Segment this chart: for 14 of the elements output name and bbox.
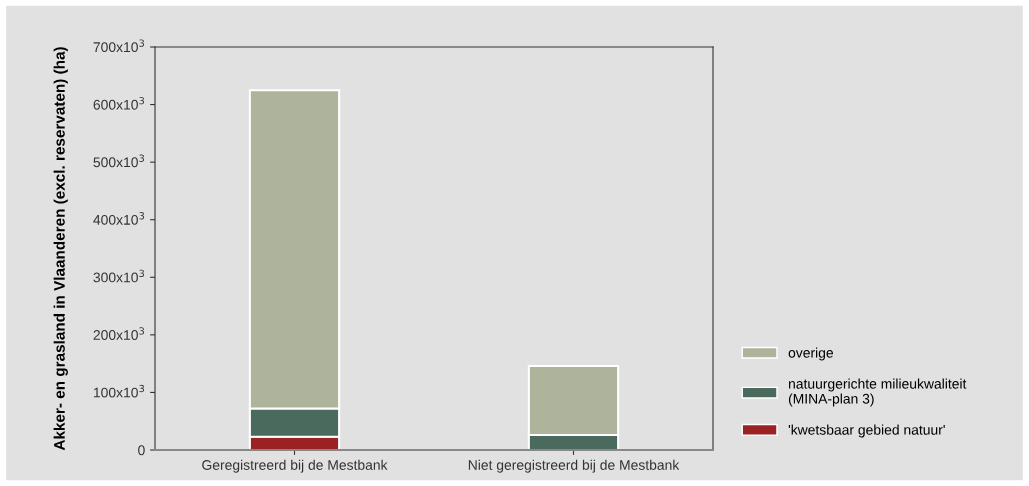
y-tick-label: 400x10$^{3}$	[93, 212, 145, 225]
x-tick-label: Geregistreerd bij de Mestbank	[202, 459, 388, 473]
legend-label: natuurgerichte milieukwaliteit (MINA-plan 3)	[788, 378, 967, 407]
y-tick-label: 700x10$^{3}$	[93, 39, 145, 53]
legend-label: overige	[788, 347, 834, 361]
legend-label: 'kwetsbaar gebied natuur'	[788, 424, 945, 438]
y-tick-label: 0	[138, 445, 145, 456]
y-tick-label: 200x10$^{3}$	[93, 327, 145, 340]
y-axis-title: Akker- en grasland in Vlaanderen (excl. reservaten) (ha)	[53, 47, 68, 451]
y-tick-label: 100x10$^{3}$	[93, 384, 145, 398]
y-tick-label: 300x10$^{3}$	[93, 269, 145, 283]
y-tick-label: 600x10$^{3}$	[93, 96, 145, 110]
x-tick-label: Niet geregistreerd bij de Mestbank	[468, 459, 680, 473]
y-tick-label: 500x10$^{3}$	[93, 154, 145, 168]
